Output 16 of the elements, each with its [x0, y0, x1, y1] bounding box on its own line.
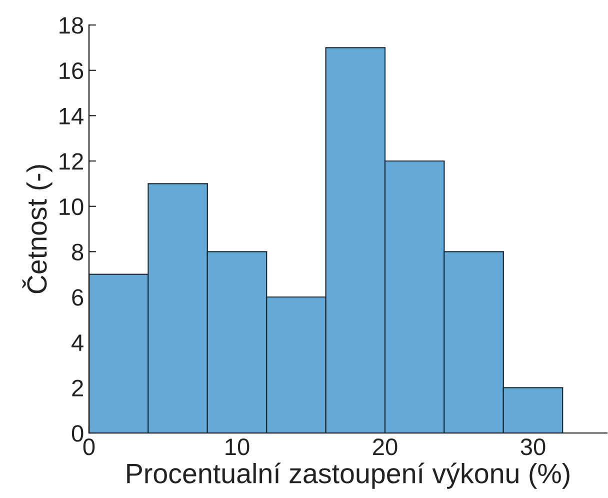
x-tick-label: 20 — [373, 438, 398, 456]
x-tick-label: 0 — [83, 438, 95, 456]
x-tick-label: 30 — [520, 438, 546, 456]
y-tick-label: 10 — [60, 198, 84, 216]
y-tick-label: 6 — [72, 289, 84, 306]
x-axis-title: Procentualní zastoupení výkonu (%) — [127, 462, 570, 489]
y-tick-label: 8 — [72, 244, 84, 260]
x-tick-label: 10 — [226, 438, 250, 456]
y-tick-label: 2 — [72, 380, 83, 396]
y-tick-label: 0 — [72, 425, 84, 442]
y-tick-label: 4 — [72, 334, 84, 351]
y-tick-label: 18 — [60, 17, 84, 34]
y-tick-label: 16 — [60, 62, 84, 80]
y-tick-label: 12 — [60, 153, 83, 170]
y-tick-label: 14 — [60, 108, 84, 124]
y-axis-title: Četnost (-) — [22, 165, 52, 294]
